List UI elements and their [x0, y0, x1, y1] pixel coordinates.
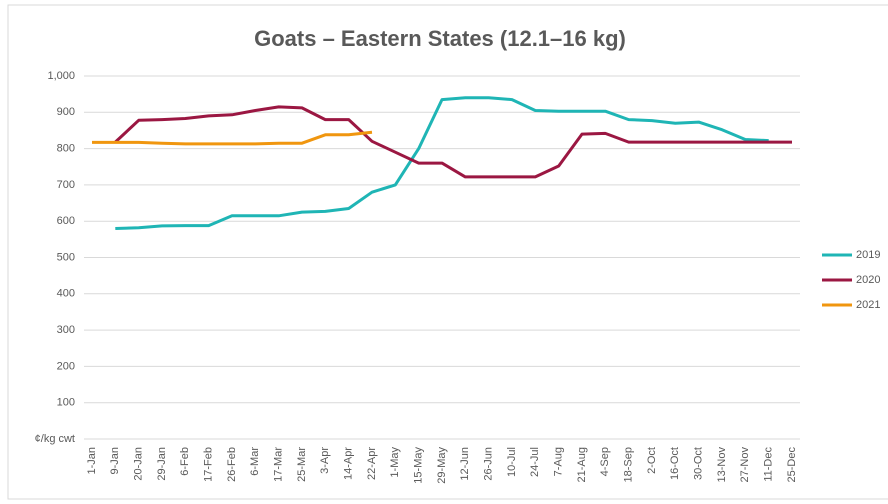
y-tick-label: 1,000	[47, 70, 75, 82]
legend-label: 2020	[856, 274, 880, 286]
y-tick-label: 400	[57, 288, 75, 300]
x-tick-label: 6-Mar	[249, 447, 261, 476]
series-line	[92, 130, 373, 146]
y-tick-label: 600	[57, 215, 75, 227]
x-tick-label: 30-Oct	[693, 447, 705, 480]
y-tick-label: 100	[57, 397, 75, 409]
x-tick-label: 15-May	[413, 447, 425, 484]
x-tick-label: 10-Jul	[506, 447, 518, 477]
chart-title: Goats – Eastern States (12.1–16 kg)	[254, 26, 626, 51]
x-tick-label: 17-Feb	[203, 447, 215, 482]
x-tick-label: 25-Mar	[296, 447, 308, 482]
x-tick-label: 17-Mar	[273, 447, 285, 482]
x-tick-label: 16-Oct	[669, 447, 681, 480]
x-tick-label: 18-Sep	[623, 447, 635, 482]
x-tick-label: 29-May	[436, 447, 448, 484]
y-tick-label: 500	[57, 251, 75, 263]
x-tick-label: 6-Feb	[179, 447, 191, 476]
x-tick-label: 21-Aug	[576, 447, 588, 482]
x-tick-label: 24-Jul	[529, 447, 541, 477]
x-tick-label: 25-Dec	[786, 447, 798, 483]
x-tick-label: 2-Oct	[646, 447, 658, 474]
x-tick-label: 26-Feb	[226, 447, 238, 482]
x-tick-label: 11-Dec	[763, 447, 775, 482]
x-tick-label: 9-Jan	[109, 447, 121, 475]
series-line	[114, 105, 792, 179]
y-tick-label: 700	[57, 179, 75, 191]
x-tick-label: 1-Jan	[86, 447, 98, 475]
x-tick-label: 13-Nov	[716, 447, 728, 483]
x-tick-label: 1-May	[389, 447, 401, 478]
x-tick-label: 29-Jan	[156, 447, 168, 481]
x-tick-label: 26-Jun	[483, 447, 495, 481]
legend-label: 2021	[856, 299, 880, 311]
y-tick-label: 300	[57, 324, 75, 336]
x-tick-label: 20-Jan	[133, 447, 145, 481]
x-tick-label: 27-Nov	[739, 447, 751, 483]
y-tick-label: 800	[57, 143, 75, 155]
x-tick-label: 7-Aug	[553, 447, 565, 476]
legend-label: 2019	[856, 249, 880, 261]
y-tick-label: 900	[57, 106, 75, 118]
x-tick-label: 14-Apr	[343, 447, 355, 480]
series-line	[115, 96, 769, 230]
x-tick-label: 12-Jun	[459, 447, 471, 481]
x-tick-label: 3-Apr	[319, 447, 331, 474]
y-tick-label: ¢/kg cwt	[35, 433, 75, 445]
x-tick-label: 22-Apr	[366, 447, 378, 480]
chart-frame	[7, 4, 888, 500]
x-tick-label: 4-Sep	[599, 447, 611, 476]
y-tick-label: 200	[57, 360, 75, 372]
